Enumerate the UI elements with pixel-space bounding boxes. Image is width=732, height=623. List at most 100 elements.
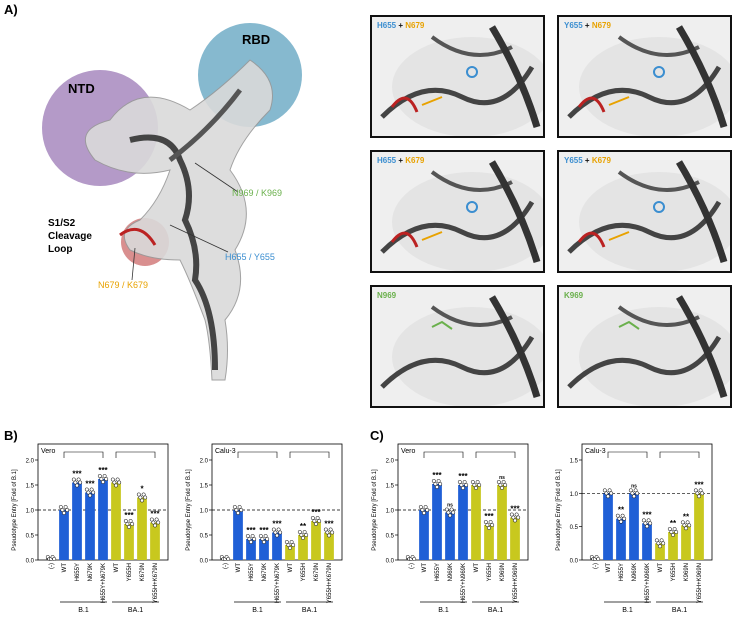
bracket: [659, 451, 700, 458]
data-point: [104, 477, 109, 481]
bar-1: [603, 493, 613, 560]
spike-structure: NTD RBD S1/S2 Cleavage Loop N969 / K969 …: [20, 20, 350, 385]
y-axis-label: Pseudotype Entry [Fold of B.1]: [12, 469, 18, 551]
significance-label: *: [140, 485, 144, 494]
significance-label: ***: [150, 510, 160, 519]
rbd-label: RBD: [242, 32, 270, 47]
significance-label: **: [300, 522, 307, 531]
data-point: [602, 488, 607, 493]
y-tick-label: 0.5: [200, 534, 209, 540]
data-point: [99, 477, 104, 481]
data-point: [289, 540, 294, 544]
category-label: WT: [474, 563, 480, 573]
data-point: [435, 485, 439, 489]
y-tick-label: 0.0: [200, 559, 209, 565]
data-point: [73, 480, 78, 485]
data-point: [628, 488, 633, 493]
data-point: [247, 537, 252, 541]
data-point: [697, 494, 701, 499]
cleavage-label-1: S1/S2: [48, 218, 76, 229]
category-label: WT: [236, 563, 242, 573]
data-point: [615, 513, 620, 518]
data-point: [52, 557, 57, 561]
category-label: K969N: [500, 563, 506, 581]
bracket: [289, 451, 330, 458]
data-point: [71, 477, 76, 482]
bracket: [237, 451, 278, 458]
y-tick-label: 1.0: [386, 509, 395, 515]
bar-5: [285, 545, 295, 560]
data-point: [501, 480, 506, 484]
zoom-panel-3: H655 + K679: [370, 150, 545, 273]
data-point: [91, 490, 96, 495]
cell-label: Vero: [41, 448, 56, 455]
zoom-structure-6: [567, 295, 730, 406]
data-point: [431, 479, 436, 483]
data-point: [500, 486, 504, 490]
data-point: [151, 520, 156, 525]
significance-label: ***: [324, 520, 334, 529]
bar-5: [471, 485, 481, 560]
data-point: [249, 540, 253, 544]
group-label-ba1: BA.1: [302, 607, 317, 614]
data-point: [143, 495, 148, 500]
data-point: [513, 518, 517, 523]
data-point: [698, 488, 703, 493]
y-tick-label: 0.0: [386, 559, 395, 565]
zoom-residue-a: H655: [377, 156, 397, 165]
data-point: [436, 479, 441, 483]
chart-3: Calu-3 0.0 0.5 1.0 1.5 Pseudotype Entry [Fold…: [556, 443, 713, 614]
category-label: H655Y: [249, 563, 255, 581]
data-point: [140, 498, 144, 503]
data-point: [472, 483, 477, 487]
zoom-structure-5: [380, 295, 543, 406]
bar-7: [137, 497, 147, 560]
data-point: [262, 540, 266, 544]
significance-label: ***: [272, 520, 282, 529]
data-point: [234, 508, 239, 512]
bar-7: [497, 485, 507, 560]
data-point: [149, 517, 154, 522]
data-point: [328, 527, 333, 532]
bracket: [475, 451, 516, 458]
data-point: [451, 510, 456, 515]
category-label: N969K: [632, 563, 638, 581]
data-point: [123, 519, 128, 523]
data-point: [237, 505, 242, 509]
data-point: [136, 492, 141, 497]
significance-label: **: [683, 512, 690, 521]
zoom-residue-a: H655: [377, 21, 397, 30]
ntd-label: NTD: [68, 81, 95, 96]
bar-2: [432, 484, 442, 560]
cleavage-label-2: Cleavage: [48, 231, 92, 242]
data-point: [511, 515, 516, 520]
significance-label: ns: [631, 483, 637, 489]
y-tick-label: 2.0: [386, 459, 395, 465]
data-point: [617, 516, 622, 521]
data-point: [680, 520, 685, 525]
y-tick-label: 0.5: [26, 534, 35, 540]
data-point: [301, 536, 305, 540]
spike-backbone: [129, 134, 218, 371]
data-point: [117, 480, 122, 485]
data-point: [632, 494, 636, 499]
data-point: [112, 480, 117, 485]
data-point: [643, 521, 648, 526]
data-point: [422, 511, 426, 515]
data-point: [297, 530, 302, 534]
data-point: [89, 487, 94, 492]
data-point: [330, 530, 335, 535]
category-label: H655Y: [619, 563, 625, 581]
category-label: (-): [223, 563, 229, 569]
data-point: [630, 491, 635, 496]
y-tick-label: 2.0: [26, 459, 35, 465]
data-point: [125, 522, 130, 526]
data-point: [622, 516, 627, 521]
zoom-panel-2: Y655 + N679: [557, 15, 732, 138]
significance-label: ***: [484, 512, 494, 521]
bar-4: [272, 532, 282, 560]
data-point: [236, 511, 240, 515]
bar-6: [668, 532, 678, 560]
bracket: [607, 451, 648, 458]
data-point: [596, 557, 601, 561]
